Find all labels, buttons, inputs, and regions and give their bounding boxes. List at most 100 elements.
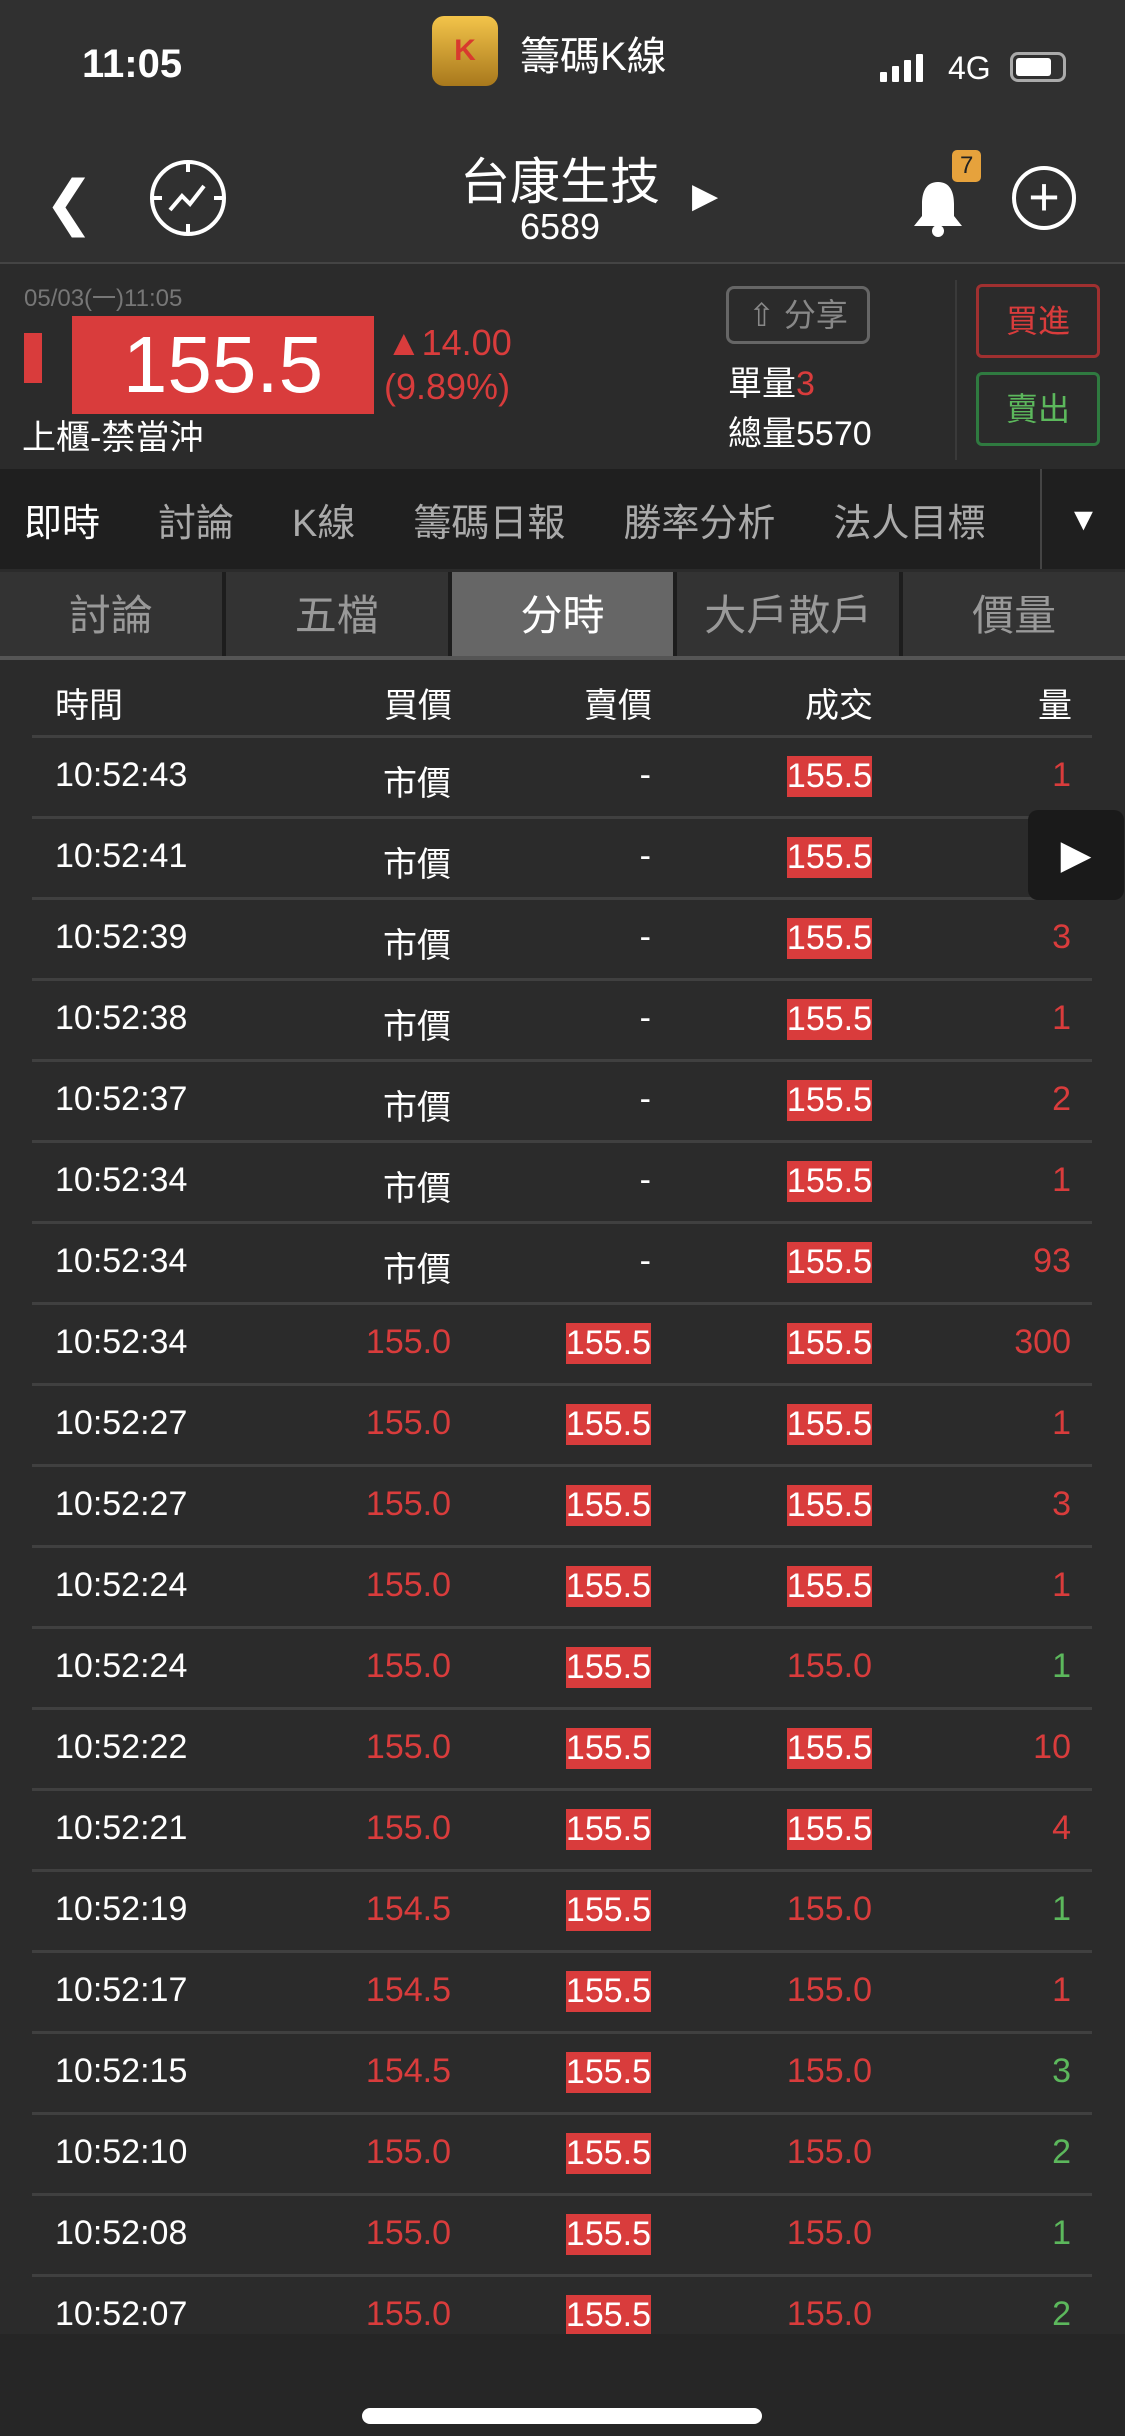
cell-time: 10:52:38 xyxy=(55,999,188,1037)
table-row: 10:52:34 市價 - 155.5 93 xyxy=(32,1221,1092,1302)
cell-deal: 155.5 xyxy=(786,1485,872,1526)
table-row: 10:52:38 市價 - 155.5 1 xyxy=(32,978,1092,1059)
tab-win-rate[interactable]: 勝率分析 xyxy=(623,502,776,545)
subtab-big-small[interactable]: 大戶散戶 xyxy=(677,572,900,656)
next-stock-icon[interactable]: ▶ xyxy=(692,177,719,215)
target-trend-icon[interactable] xyxy=(148,158,228,238)
cell-ask: - xyxy=(639,1080,651,1118)
header-qty: 量 xyxy=(1038,687,1072,725)
share-label: 分享 xyxy=(783,297,848,333)
table-row: 10:52:17 154.5 155.5 155.0 1 xyxy=(32,1950,1092,2031)
cell-time: 10:52:34 xyxy=(55,1323,188,1361)
cell-bid: 市價 xyxy=(383,1170,451,1208)
cell-deal: 155.5 xyxy=(786,1080,872,1121)
subtab-time-sales[interactable]: 分時 xyxy=(451,572,674,656)
cell-bid: 154.5 xyxy=(365,1971,451,2009)
total-volume-value: 5570 xyxy=(796,415,872,453)
cell-bid: 155.0 xyxy=(365,2133,451,2171)
unit-volume-label: 單量 xyxy=(728,365,796,403)
tab-kline[interactable]: K線 xyxy=(292,502,356,545)
cell-qty: 3 xyxy=(1052,918,1071,956)
cell-deal: 155.5 xyxy=(786,1242,872,1283)
table-row: 10:52:27 155.0 155.5 155.5 3 xyxy=(32,1464,1092,1545)
cell-qty: 2 xyxy=(1052,2133,1071,2171)
home-indicator[interactable] xyxy=(362,2408,762,2424)
cell-time: 10:52:07 xyxy=(55,2295,188,2333)
cell-qty: 300 xyxy=(1014,1323,1071,1361)
cell-deal: 155.5 xyxy=(786,1404,872,1445)
cell-bid: 155.0 xyxy=(365,1323,451,1361)
cell-time: 10:52:15 xyxy=(55,2052,188,2090)
cell-ask: 155.5 xyxy=(565,1728,651,1769)
table-header: 時間 買價 賣價 成交 量 xyxy=(0,664,1125,734)
cell-bid: 市價 xyxy=(383,1089,451,1127)
bell-icon[interactable] xyxy=(906,176,970,240)
cell-time: 10:52:24 xyxy=(55,1566,188,1604)
cell-time: 10:52:19 xyxy=(55,1890,188,1928)
cell-qty: 1 xyxy=(1052,2214,1071,2252)
share-button[interactable]: ⇧ 分享 xyxy=(726,286,870,344)
tab-chip-daily[interactable]: 籌碼日報 xyxy=(413,502,566,545)
cell-deal: 155.5 xyxy=(786,918,872,959)
header-time: 時間 xyxy=(55,687,123,725)
header-ask: 賣價 xyxy=(584,687,652,725)
subtab-five-levels[interactable]: 五檔 xyxy=(225,572,448,656)
cell-qty: 1 xyxy=(1052,1971,1071,2009)
cell-bid: 154.5 xyxy=(365,2052,451,2090)
buy-button[interactable]: 買進 xyxy=(976,284,1100,358)
play-icon[interactable]: ▶ xyxy=(1028,810,1124,900)
cell-qty: 10 xyxy=(1033,1728,1071,1766)
cell-ask: 155.5 xyxy=(565,2295,651,2334)
cell-time: 10:52:22 xyxy=(55,1728,188,1766)
table-row: 10:52:08 155.0 155.5 155.0 1 xyxy=(32,2193,1092,2274)
cell-bid: 市價 xyxy=(383,846,451,884)
cell-qty: 1 xyxy=(1052,999,1071,1037)
notification-badge: 7 xyxy=(952,150,982,182)
subtab-discussion[interactable]: 討論 xyxy=(0,572,222,656)
subtab-price-volume[interactable]: 價量 xyxy=(903,572,1125,656)
total-volume-label: 總量 xyxy=(728,415,796,453)
stock-name[interactable]: 台康生技 xyxy=(460,154,660,210)
sell-button[interactable]: 賣出 xyxy=(976,372,1100,446)
cell-qty: 1 xyxy=(1052,1890,1071,1928)
tab-target-price[interactable]: 法人目標 xyxy=(833,502,986,545)
cell-bid: 市價 xyxy=(383,1008,451,1046)
cell-ask: 155.5 xyxy=(565,2052,651,2093)
status-bar xyxy=(0,0,1125,124)
tab-discussion[interactable]: 討論 xyxy=(158,502,235,545)
add-icon[interactable]: + xyxy=(1012,166,1076,230)
header-deal: 成交 xyxy=(805,687,873,725)
tabs-dropdown-icon[interactable]: ▼ xyxy=(1040,469,1125,569)
cell-ask: - xyxy=(639,1161,651,1199)
cell-time: 10:52:39 xyxy=(55,918,188,956)
unit-volume: 單量3 xyxy=(728,356,815,405)
status-time: 11:05 xyxy=(82,42,183,86)
cell-ask: 155.5 xyxy=(565,1485,651,1526)
cell-qty: 2 xyxy=(1052,2295,1071,2333)
cell-bid: 154.5 xyxy=(365,1890,451,1928)
table-row: 10:52:34 155.0 155.5 155.5 300 xyxy=(32,1302,1092,1383)
cell-ask: 155.5 xyxy=(565,2214,651,2255)
cell-bid: 155.0 xyxy=(365,1809,451,1847)
cell-bid: 155.0 xyxy=(365,1485,451,1523)
cell-qty: 3 xyxy=(1052,2052,1071,2090)
price-change: ▲14.00 xyxy=(386,322,512,363)
tab-realtime[interactable]: 即時 xyxy=(24,502,101,545)
trade-list[interactable]: 10:52:43 市價 -155.5 1 10:52:41 市價 -155.5 10:52:3… xyxy=(32,735,1092,2334)
cell-deal: 155.5 xyxy=(786,1323,872,1364)
cell-ask: - xyxy=(639,837,651,875)
signal-icon xyxy=(880,54,923,82)
cell-qty: 1 xyxy=(1052,1647,1071,1685)
cell-time: 10:52:34 xyxy=(55,1161,188,1199)
table-row: 10:52:10 155.0 155.5 155.0 2 xyxy=(32,2112,1092,2193)
network-type: 4G xyxy=(948,50,991,86)
cell-time: 10:52:37 xyxy=(55,1080,188,1118)
cell-time: 10:52:08 xyxy=(55,2214,188,2252)
cell-deal: 155.5 xyxy=(786,1809,872,1850)
cell-qty: 1 xyxy=(1052,1404,1071,1442)
table-row: 10:52:21 155.0 155.5 155.5 4 xyxy=(32,1788,1092,1869)
cell-bid: 155.0 xyxy=(365,2214,451,2252)
cell-bid: 155.0 xyxy=(365,1404,451,1442)
main-tabs: 即時 討論 K線 籌碼日報 勝率分析 法人目標 xyxy=(0,469,1040,569)
back-icon[interactable]: ❮ xyxy=(44,169,95,236)
